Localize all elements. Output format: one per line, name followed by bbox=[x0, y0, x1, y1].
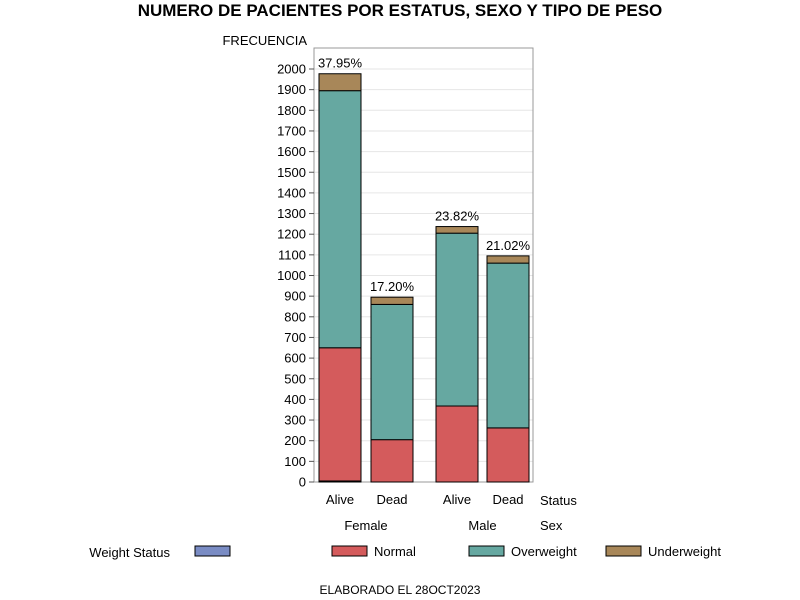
y-tick-label: 0 bbox=[299, 475, 306, 490]
bar-segment-overweight bbox=[486, 262, 530, 429]
legend-label: Normal bbox=[374, 544, 416, 559]
legend-label: Underweight bbox=[648, 544, 721, 559]
legend-swatch bbox=[331, 545, 368, 557]
bar-segment-normal bbox=[370, 439, 414, 483]
y-tick-label: 900 bbox=[284, 289, 306, 304]
bar-segment-underweight bbox=[318, 73, 362, 92]
y-tick-label: 1600 bbox=[277, 144, 306, 159]
x-status-label: Dead bbox=[492, 492, 523, 507]
y-tick-label: 800 bbox=[284, 309, 306, 324]
y-tick-label: 1900 bbox=[277, 82, 306, 97]
bar-percent-label: 23.82% bbox=[435, 209, 480, 224]
bar-segment-normal bbox=[318, 347, 362, 482]
bar-percent-label: 37.95% bbox=[318, 56, 363, 71]
x-status-label: Alive bbox=[443, 492, 471, 507]
status-row-label: Status bbox=[540, 493, 577, 508]
y-tick-label: 1400 bbox=[277, 185, 306, 200]
y-tick-label: 1000 bbox=[277, 268, 306, 283]
bar-segment-normal bbox=[435, 405, 479, 483]
y-axis-label: FRECUENCIA bbox=[222, 33, 307, 48]
bar-segment-normal bbox=[486, 427, 530, 483]
bar-percent-label: 21.02% bbox=[486, 238, 531, 253]
y-tick-label: 1200 bbox=[277, 227, 306, 242]
bar-segment-underweight bbox=[435, 226, 479, 234]
sex-row-label: Sex bbox=[540, 518, 563, 533]
chart-title: NUMERO DE PACIENTES POR ESTATUS, SEXO Y … bbox=[137, 1, 663, 20]
y-tick-label: 100 bbox=[284, 454, 306, 469]
bar-segment-underweight bbox=[486, 255, 530, 264]
y-tick-label: 200 bbox=[284, 433, 306, 448]
y-tick-label: 400 bbox=[284, 392, 306, 407]
y-tick-label: 1500 bbox=[277, 165, 306, 180]
legend-title: Weight Status bbox=[89, 545, 170, 560]
x-group-label: Female bbox=[344, 518, 387, 533]
legend-swatch bbox=[605, 545, 642, 557]
y-tick-label: 300 bbox=[284, 413, 306, 428]
bar-segment-underweight bbox=[370, 296, 414, 305]
x-group-label: Male bbox=[468, 518, 496, 533]
y-tick-label: 2000 bbox=[277, 62, 306, 77]
plot-frame bbox=[313, 47, 534, 483]
y-tick-label: 1300 bbox=[277, 206, 306, 221]
footer-text: ELABORADO EL 28OCT2023 bbox=[319, 583, 481, 597]
legend-label: Overweight bbox=[511, 544, 577, 559]
x-status-label: Alive bbox=[326, 492, 354, 507]
bar-segment-overweight bbox=[370, 303, 414, 441]
y-tick-label: 1100 bbox=[278, 247, 306, 262]
bar-segment-overweight bbox=[318, 90, 362, 349]
bar-percent-label: 17.20% bbox=[370, 279, 415, 294]
x-status-label: Dead bbox=[376, 492, 407, 507]
y-tick-label: 700 bbox=[284, 330, 306, 345]
y-tick-label: 500 bbox=[284, 371, 306, 386]
y-tick-label: 1700 bbox=[277, 123, 306, 138]
y-tick-label: 1800 bbox=[277, 103, 306, 118]
y-tick-label: 600 bbox=[284, 351, 306, 366]
legend-swatch bbox=[468, 545, 505, 557]
bar-segment-overweight bbox=[435, 232, 479, 407]
legend-swatch bbox=[194, 545, 231, 557]
